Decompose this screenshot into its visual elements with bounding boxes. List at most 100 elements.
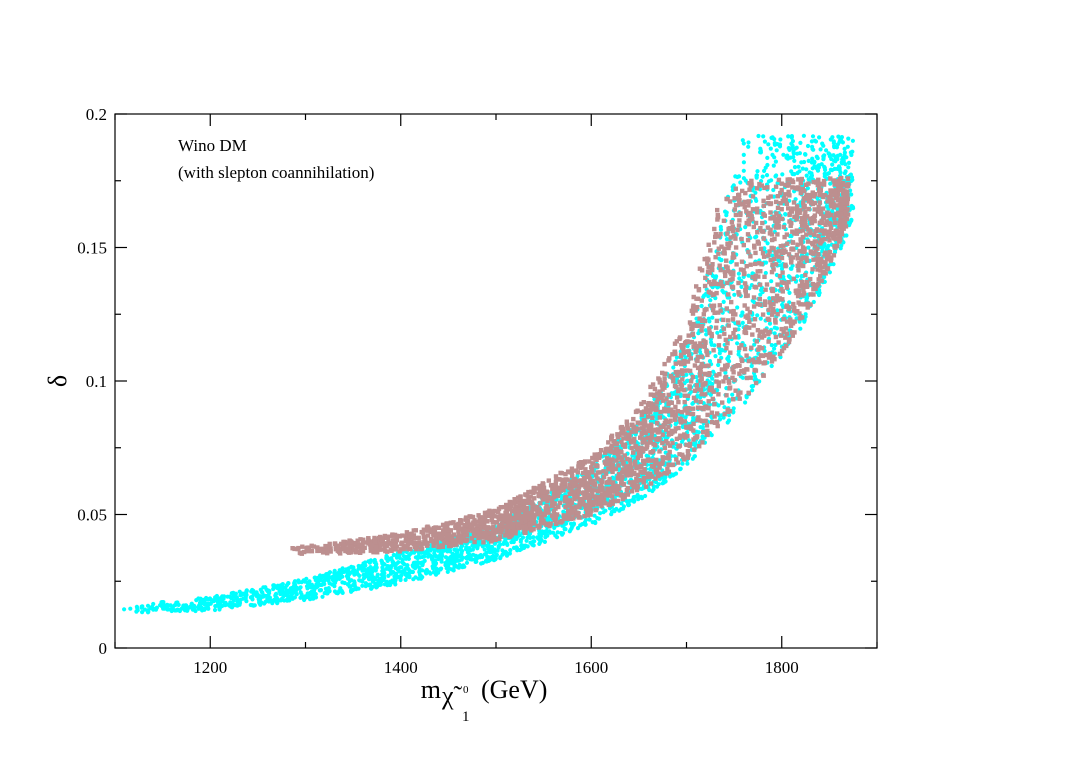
data-point [787,211,792,217]
data-point [302,549,307,555]
data-point [837,234,843,240]
data-point [640,449,646,454]
data-point [736,320,741,325]
data-point [805,186,811,191]
data-point [461,563,466,568]
data-point [528,516,533,522]
data-point [765,185,770,190]
data-point [828,262,833,267]
data-point [774,199,779,205]
data-point [547,523,552,529]
data-point [330,582,335,587]
data-point [690,305,696,310]
data-point [504,550,509,556]
data-point [815,246,820,251]
data-point [434,570,439,575]
data-point [666,401,671,407]
data-point [238,593,243,598]
data-point [525,521,530,526]
data-point [282,598,287,603]
data-point [431,560,436,565]
data-point [711,389,716,394]
data-point [809,160,815,165]
data-point [585,510,590,515]
data-point [717,334,722,339]
data-point [673,351,678,356]
data-point [850,138,856,143]
data-point [785,153,790,158]
data-point [369,572,374,578]
data-point [724,393,729,398]
data-point [459,518,464,523]
data-point [757,296,762,302]
data-point [470,547,475,552]
data-point [723,209,728,214]
data-point [770,237,775,243]
data-point [766,339,771,344]
data-point [622,444,627,449]
data-point [700,418,705,424]
data-point [456,531,461,537]
data-point [624,419,629,424]
data-point [768,146,773,151]
data-point [507,499,512,505]
data-point [672,383,678,389]
data-point [431,543,436,548]
data-point [703,328,708,333]
data-point [812,239,817,244]
data-point [267,597,272,602]
data-point [800,234,805,240]
data-point [569,486,574,492]
data-point [795,293,801,299]
data-point [765,155,770,160]
data-point [828,188,833,193]
data-point [532,496,537,501]
data-point [753,376,758,381]
data-point [842,146,847,151]
data-point [736,335,741,340]
data-point [755,210,760,215]
data-point [828,202,834,208]
data-point [660,393,665,398]
data-point [795,274,800,279]
data-point [390,533,395,538]
data-point [795,309,800,314]
data-point [600,488,605,493]
data-point [662,409,667,414]
data-point [685,455,690,460]
data-point [603,460,608,465]
data-point [697,444,702,449]
data-point [316,582,321,588]
data-point [707,388,712,393]
data-point [439,559,444,564]
data-point [658,425,663,430]
data-point [810,134,816,139]
data-point [424,571,429,576]
data-point [467,552,472,558]
data-point [701,338,706,343]
data-point [587,508,592,513]
data-point [835,198,841,203]
data-point [815,256,820,261]
data-point [710,315,715,320]
data-point [766,200,771,206]
data-point [576,484,582,490]
data-point [670,440,675,446]
data-point [694,323,699,328]
data-point [651,442,656,447]
data-point [822,192,827,198]
data-point [736,327,741,332]
data-point [735,341,740,346]
data-point [775,312,780,317]
data-point [771,267,776,272]
data-point [739,357,744,362]
data-point [733,202,739,208]
data-point [781,243,786,248]
data-point [546,478,551,483]
data-point [550,486,555,492]
data-point [642,467,647,472]
data-point [816,163,821,168]
data-point [825,199,830,204]
data-point [730,317,736,322]
data-point [517,533,522,538]
